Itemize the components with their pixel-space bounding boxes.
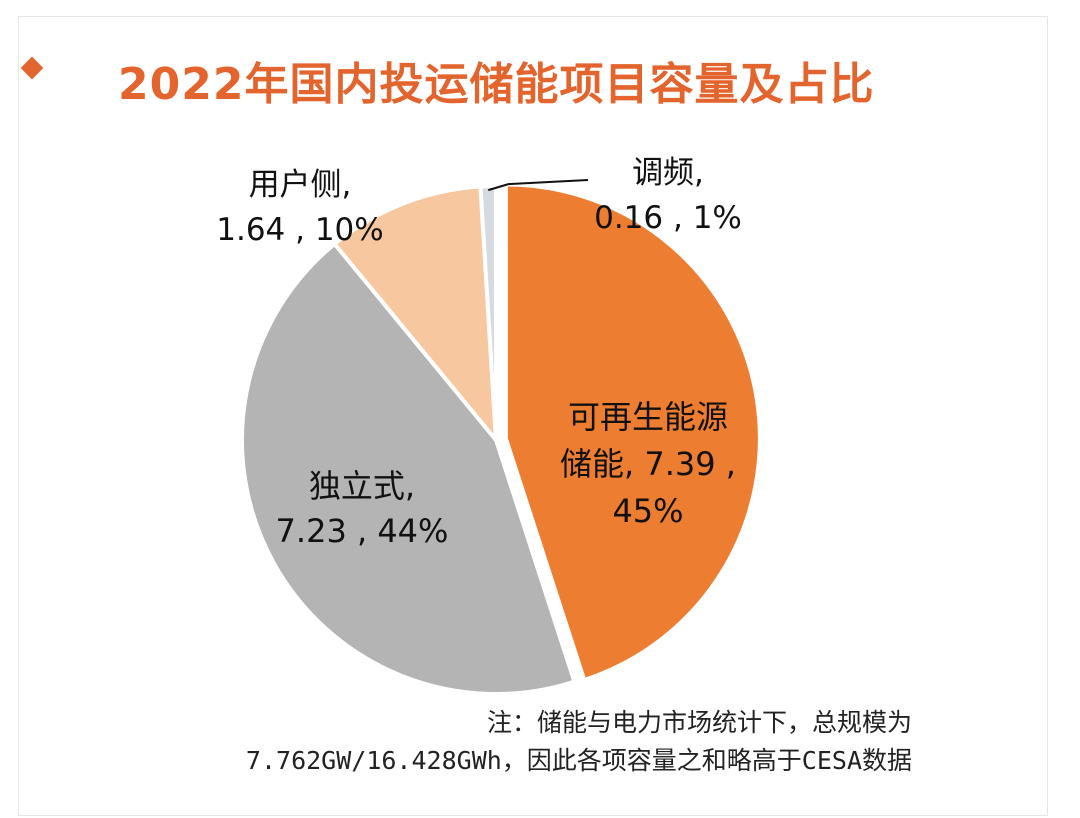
pie-slice: [240, 241, 577, 696]
chart-title: 2022年国内投运储能项目容量及占比: [118, 59, 875, 110]
slice-label: 独立式, 7.23 , 44%: [276, 467, 449, 550]
slice-label: 调频, 0.16 , 1%: [594, 155, 742, 236]
slice-label: 可再生能源储能, 7.39 , 45%: [560, 398, 736, 530]
pie-slice: [331, 184, 499, 447]
leader-line: [487, 179, 589, 192]
footnote-line-2: 7.762GW/16.428GWh，因此各项容量之和略高于CESA数据: [245, 746, 912, 775]
slice-label: 用户侧, 1.64 , 10%: [216, 167, 384, 248]
pie-slice: [478, 183, 498, 441]
footnote-line-1: 注：储能与电力市场统计下，总规模为: [486, 708, 912, 737]
pie-slice: [503, 182, 762, 683]
